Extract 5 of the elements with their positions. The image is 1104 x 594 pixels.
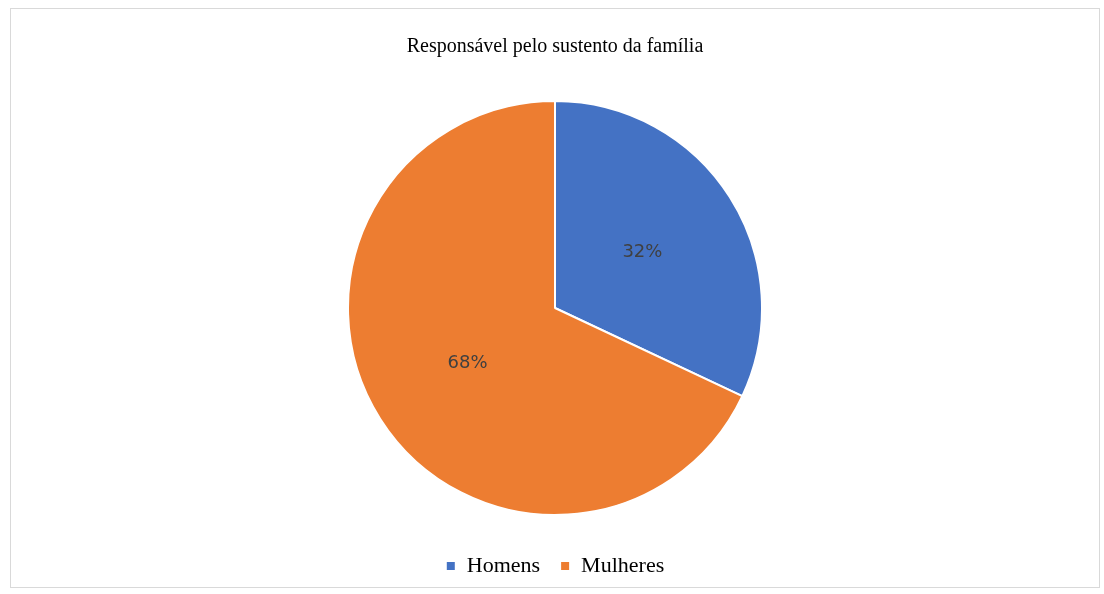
data-label: 32% (622, 240, 663, 262)
data-label: 68% (447, 351, 488, 373)
legend-label: Homens (466, 551, 541, 577)
chart-title: Responsável pelo sustento da família (406, 34, 704, 58)
legend-label: Mulheres (581, 551, 665, 577)
